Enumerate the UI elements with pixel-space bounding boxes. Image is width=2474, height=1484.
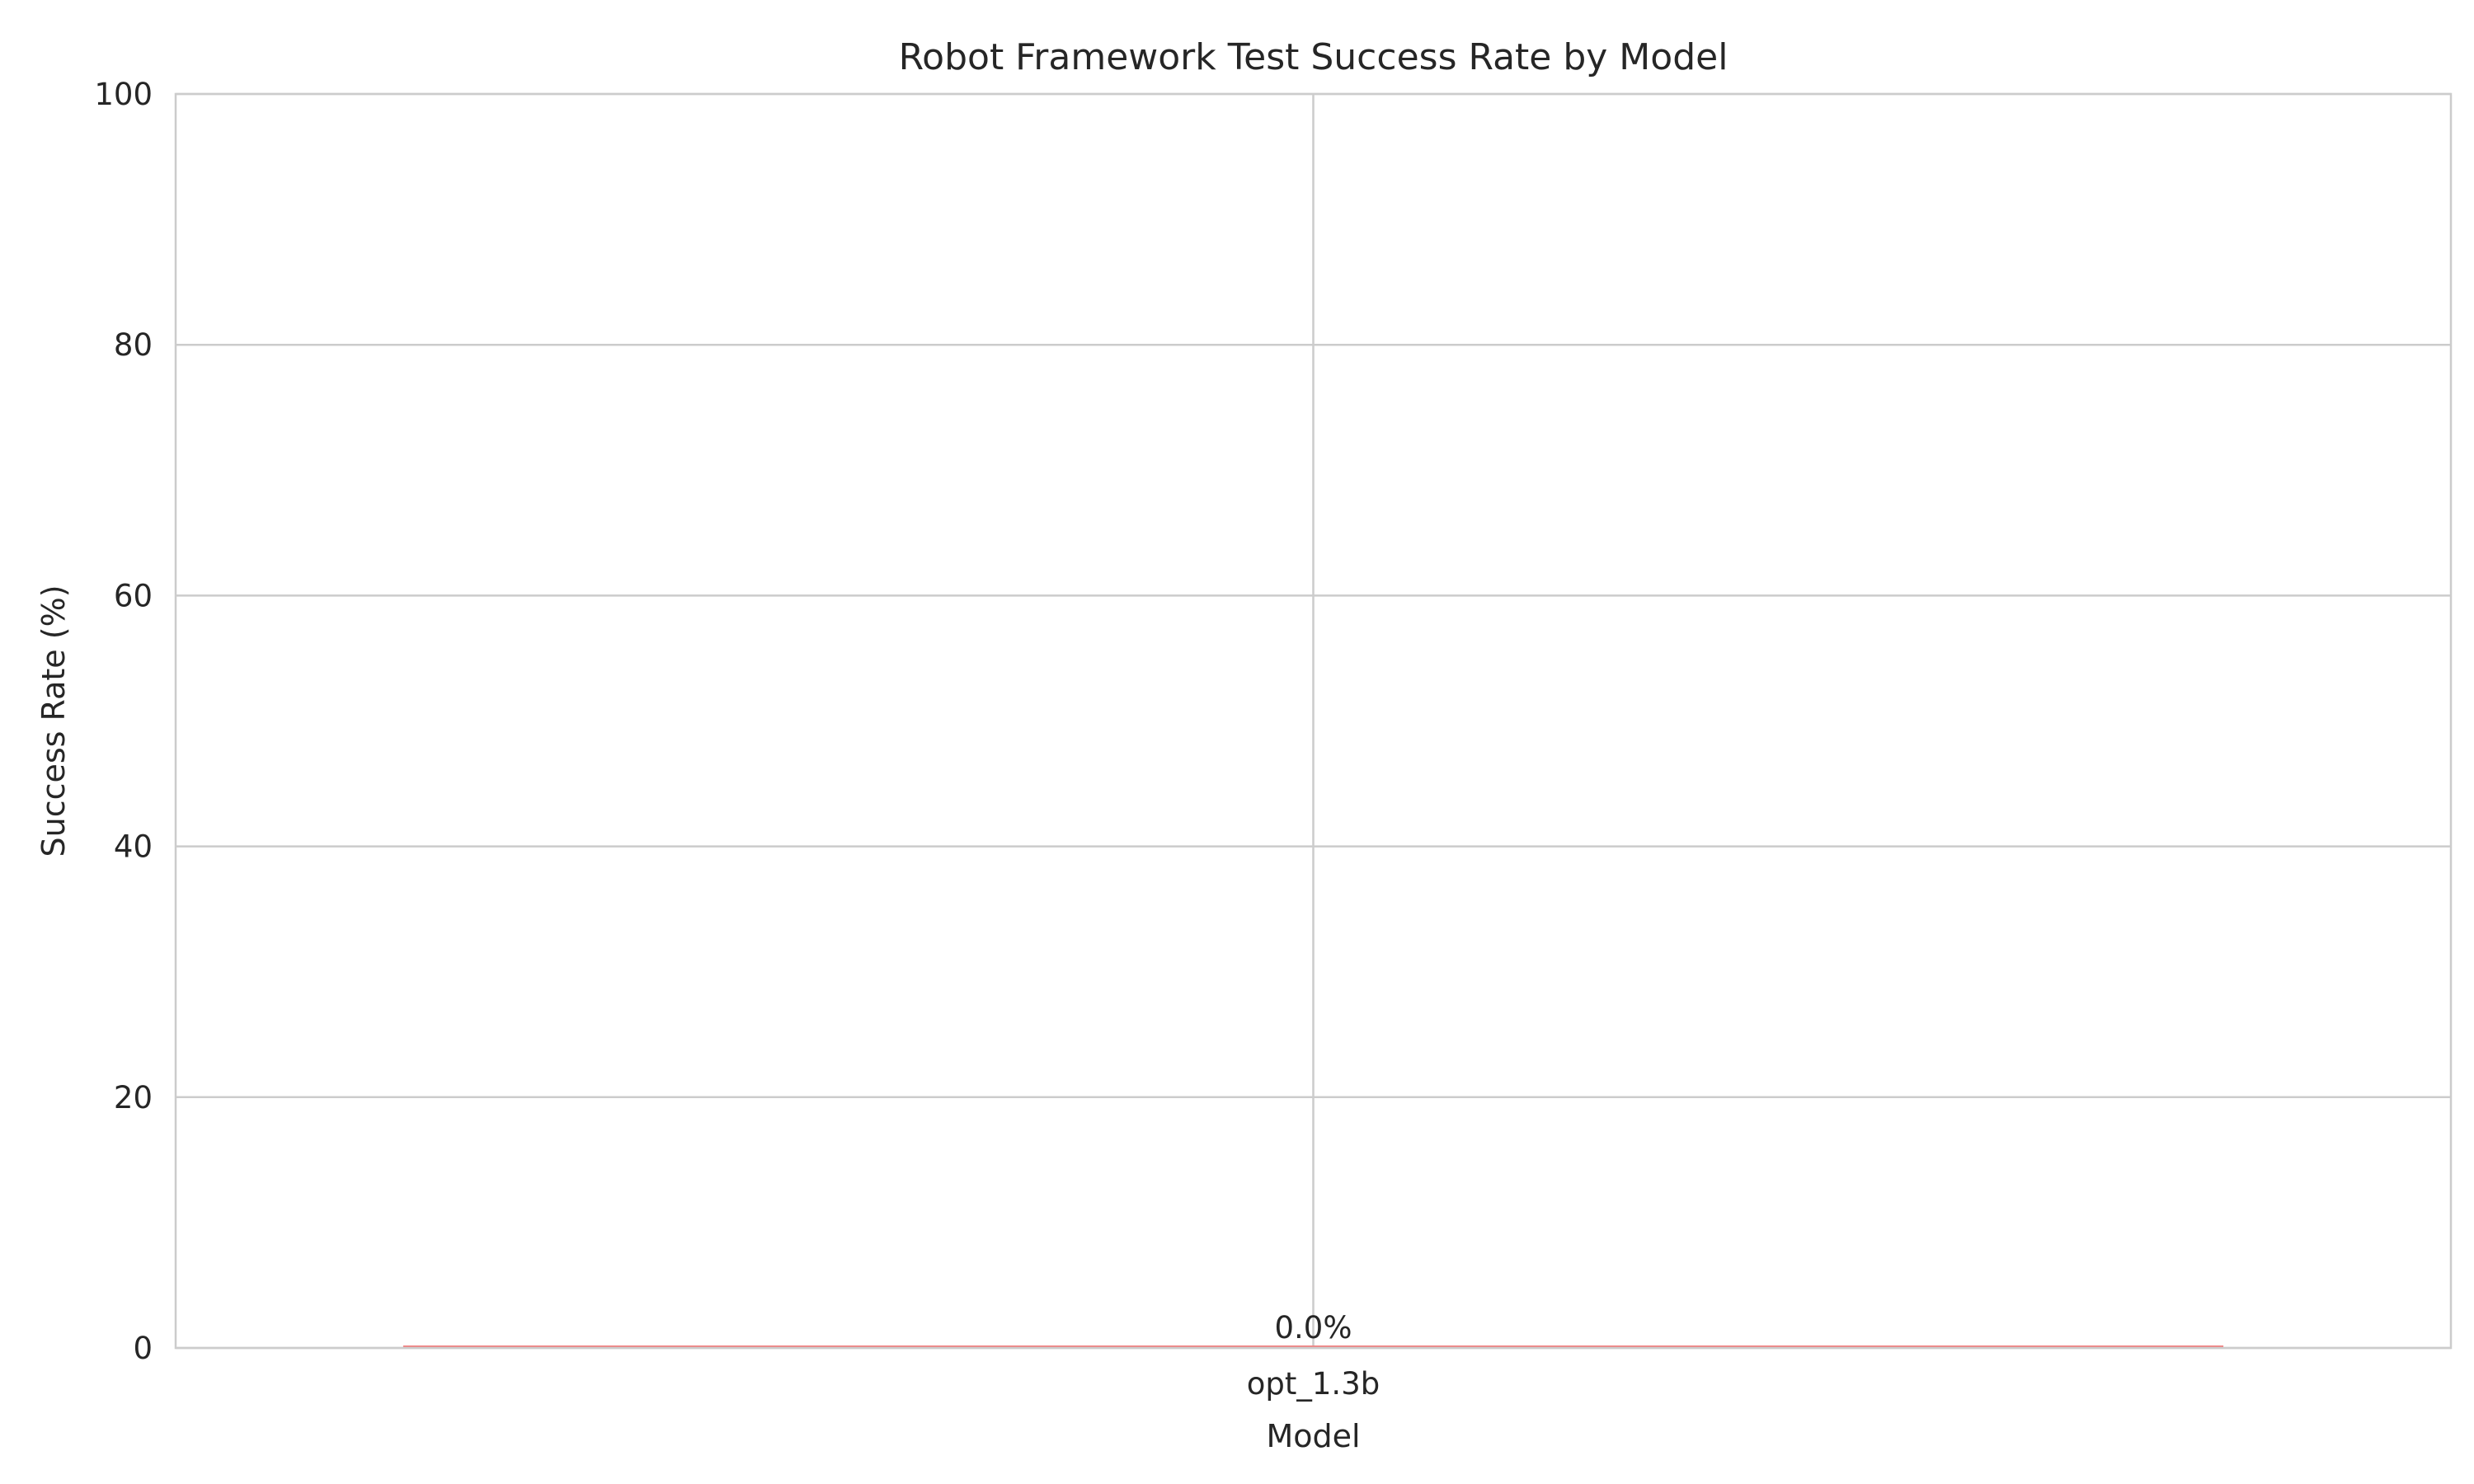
y-tick-label: 100: [94, 77, 153, 112]
y-tick-label: 0: [133, 1331, 153, 1366]
y-axis-label: Success Rate (%): [35, 585, 72, 857]
bar-value-label: 0.0%: [1275, 1310, 1352, 1345]
bars: [402, 1345, 2224, 1348]
y-tick-label: 20: [114, 1080, 153, 1115]
bar: [402, 1345, 2224, 1348]
x-tick-labels: opt_1.3b: [1247, 1366, 1380, 1402]
chart-title: Robot Framework Test Success Rate by Mod…: [899, 36, 1729, 78]
data-labels: 0.0%: [1275, 1310, 1352, 1345]
y-tick-label: 60: [114, 578, 153, 613]
x-axis-label: Model: [1266, 1418, 1360, 1454]
plot-frame: [174, 92, 2453, 1350]
y-tick-labels: 0 20 40 60 80 100: [94, 77, 153, 1366]
y-tick-label: 40: [114, 829, 153, 865]
grid-lines: [176, 92, 2451, 1350]
y-tick-label: 80: [114, 327, 153, 363]
x-tick-label: opt_1.3b: [1247, 1366, 1380, 1402]
